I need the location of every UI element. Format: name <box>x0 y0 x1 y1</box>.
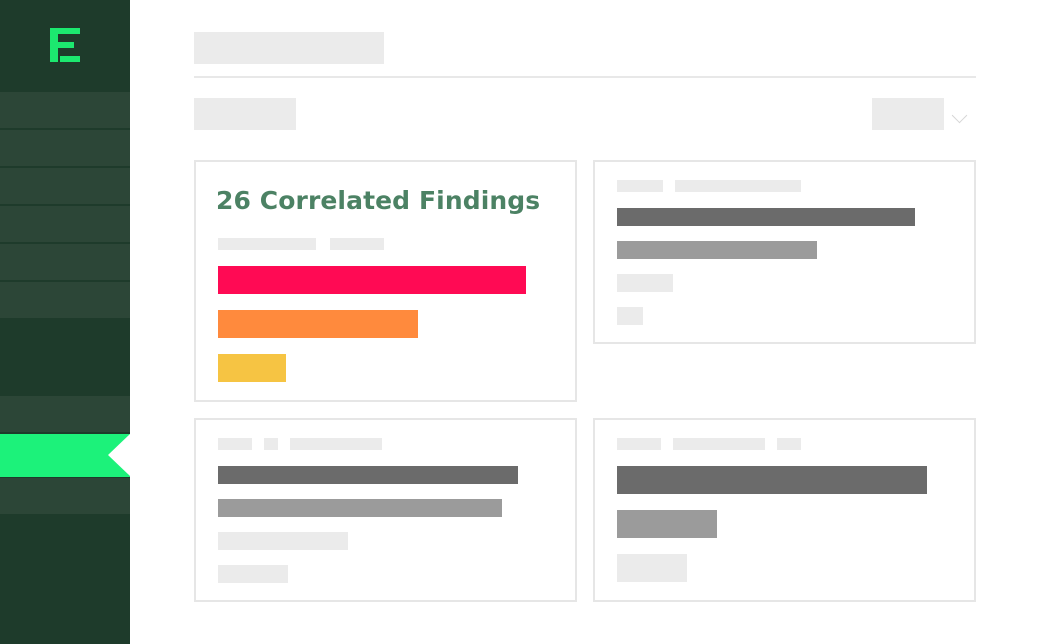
card-label-placeholder <box>617 180 663 192</box>
findings-title: 26 Correlated Findings <box>216 186 541 215</box>
summary-card-bottom-right[interactable] <box>593 418 976 602</box>
metric-bar <box>617 510 717 538</box>
metric-bar <box>218 499 502 517</box>
summary-card-bottom-left[interactable] <box>194 418 577 602</box>
sidebar-item-8[interactable] <box>0 478 130 514</box>
sidebar <box>0 0 130 644</box>
summary-card-top-right[interactable] <box>593 160 976 344</box>
sidebar-item-active[interactable] <box>0 434 130 477</box>
card-label-placeholder <box>675 180 801 192</box>
card-label-placeholder <box>777 438 801 450</box>
metric-bar-placeholder <box>617 274 673 292</box>
subtitle-placeholder <box>330 238 384 250</box>
card-label-placeholder <box>264 438 278 450</box>
sidebar-item-4[interactable] <box>0 206 130 242</box>
header-divider <box>194 76 976 78</box>
high-severity-bar <box>218 310 418 338</box>
correlated-findings-card[interactable]: 26 Correlated Findings <box>194 160 577 402</box>
brand-logo-icon[interactable] <box>50 28 82 64</box>
filter-dropdown[interactable] <box>872 98 944 130</box>
sidebar-item-2[interactable] <box>0 130 130 166</box>
section-label-placeholder <box>194 98 296 130</box>
chevron-down-icon[interactable] <box>951 107 968 124</box>
metric-bar-placeholder <box>218 532 348 550</box>
page-title-placeholder <box>194 32 384 64</box>
metric-bar <box>617 241 817 259</box>
sidebar-item-3[interactable] <box>0 168 130 204</box>
card-label-placeholder <box>617 438 661 450</box>
metric-bar <box>617 466 927 494</box>
metric-bar <box>617 208 915 226</box>
medium-severity-bar <box>218 354 286 382</box>
critical-severity-bar <box>218 266 526 294</box>
metric-bar-placeholder <box>617 307 643 325</box>
metric-bar <box>218 466 518 484</box>
card-label-placeholder <box>218 438 252 450</box>
active-indicator-notch <box>108 434 130 476</box>
sidebar-item-6[interactable] <box>0 282 130 318</box>
sidebar-item-5[interactable] <box>0 244 130 280</box>
card-label-placeholder <box>673 438 765 450</box>
sidebar-item-1[interactable] <box>0 92 130 128</box>
metric-bar-placeholder <box>218 565 288 583</box>
card-label-placeholder <box>290 438 382 450</box>
metric-bar-placeholder <box>617 554 687 582</box>
sidebar-item-7[interactable] <box>0 396 130 432</box>
subtitle-placeholder <box>218 238 316 250</box>
